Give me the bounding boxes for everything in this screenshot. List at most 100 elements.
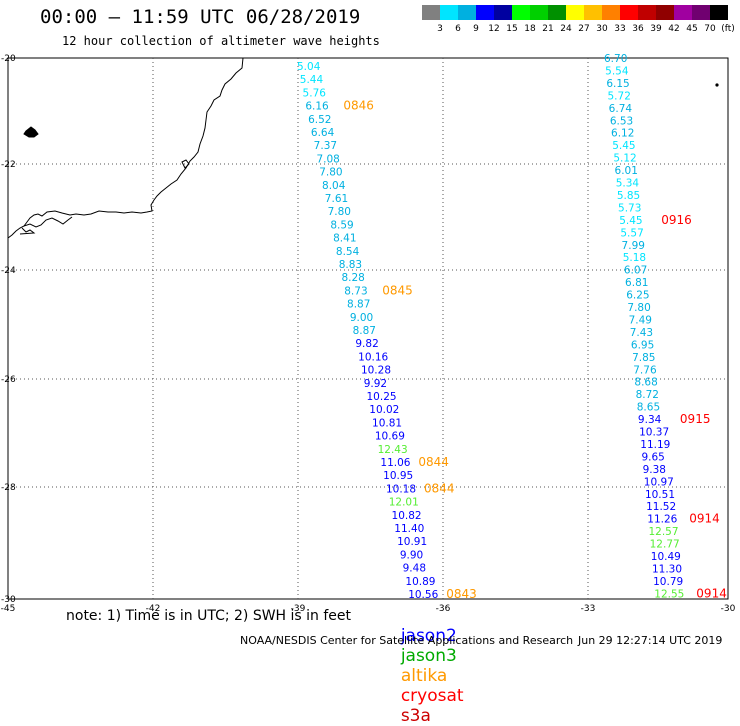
color-scale-label: 45 (686, 24, 697, 34)
swh-value-label: 7.80 (319, 167, 342, 179)
color-scale-label: 18 (524, 24, 536, 34)
swh-value-label: 8.73 (344, 285, 367, 297)
swh-value-label: 10.28 (361, 365, 391, 377)
color-scale-label: 36 (632, 24, 644, 34)
pass-time-label: 0846 (343, 99, 374, 113)
color-scale-label: 70 (704, 24, 716, 34)
mission-legend: jason2 jason3 altika cryosat s3a (390, 606, 472, 726)
island-shape (23, 126, 39, 138)
credit-text: NOAA/NESDIS Center for Satellite Applica… (240, 634, 574, 647)
swh-value-label: 6.52 (308, 114, 331, 126)
swh-value-label: 6.12 (611, 128, 634, 140)
swh-value-label: 7.61 (325, 193, 348, 205)
color-scale-label: 39 (650, 24, 662, 34)
pass-time-label: 0843 (446, 587, 477, 601)
swh-value-label: 12.01 (389, 497, 419, 509)
lon-tick-label: -42 (146, 604, 161, 614)
swh-value-label: 7.08 (316, 153, 339, 165)
swh-value-label: 8.87 (353, 325, 376, 337)
lat-tick-label: -28 (1, 483, 16, 493)
lat-tick-label: -24 (1, 266, 16, 276)
color-swatch (548, 5, 566, 20)
swh-value-label: 5.57 (620, 227, 643, 239)
swh-value-label: 11.19 (640, 439, 670, 451)
swh-value-label: 10.69 (375, 431, 405, 443)
swh-value-label: 6.74 (609, 103, 633, 115)
swh-value-label: 10.37 (639, 427, 669, 439)
color-scale-label: 6 (455, 24, 461, 34)
swh-value-label: 7.76 (633, 364, 657, 376)
mission-s3a: s3a (400, 706, 431, 726)
color-swatch (710, 5, 728, 20)
swh-value-label: 9.00 (350, 312, 373, 324)
map-frame (7, 57, 729, 600)
swh-value-label: 11.52 (646, 501, 676, 513)
swh-value-label: 6.81 (625, 277, 648, 289)
swh-value-label: 7.49 (629, 314, 652, 326)
color-scale-label: 24 (560, 24, 572, 34)
mission-jason3: jason3 (400, 646, 457, 666)
swh-value-label: 5.04 (297, 61, 321, 73)
color-swatch (638, 5, 656, 20)
color-scale-label: 42 (668, 24, 679, 34)
swh-value-label: 10.02 (369, 404, 399, 416)
swh-value-label: 8.83 (339, 259, 362, 271)
swh-value-label: 5.44 (300, 74, 324, 86)
swh-value-label: 10.81 (372, 417, 402, 429)
lat-tick-label: -26 (1, 375, 16, 385)
swh-value-label: 8.72 (636, 389, 659, 401)
swh-value-label: 5.85 (617, 190, 640, 202)
color-scale-label: 9 (473, 24, 479, 34)
swh-value-label: 7.85 (632, 352, 655, 364)
swh-value-label: 5.76 (303, 87, 327, 99)
swh-value-label: 10.91 (397, 536, 427, 548)
color-swatch (584, 5, 602, 20)
swh-value-label: 10.82 (392, 510, 422, 522)
swh-value-label: 7.80 (328, 206, 351, 218)
coastline-bay (23, 216, 73, 228)
swh-value-label: 9.65 (641, 451, 664, 463)
swh-value-label: 10.56 (408, 589, 438, 601)
swh-value-label: 8.54 (336, 246, 360, 258)
swh-value-label: 5.73 (618, 202, 641, 214)
swh-value-label: 9.34 (638, 414, 662, 426)
color-scale-label: 21 (542, 24, 553, 34)
swh-value-label: 5.18 (623, 252, 646, 264)
swh-value-label: 12.43 (378, 444, 408, 456)
swh-value-label: 5.72 (608, 90, 631, 102)
axis-tick-labels: -45 -42 -39 -36 -33 -30 -20 -22 -24 -26 -28 -30 (1, 54, 736, 614)
pass-time-label: 0916 (661, 213, 692, 227)
swh-value-label: 10.89 (405, 576, 435, 588)
swh-value-label: 8.04 (322, 180, 346, 192)
swh-value-label: 9.38 (643, 464, 666, 476)
lon-tick-label: -39 (291, 604, 306, 614)
color-swatch (566, 5, 584, 20)
swh-value-label: 7.80 (627, 302, 650, 314)
coastline-inlet (19, 227, 36, 235)
color-scale-label: 30 (596, 24, 608, 34)
swh-value-label: 7.99 (622, 240, 645, 252)
swh-value-label: 9.48 (403, 563, 426, 575)
swh-value-label: 6.53 (610, 115, 633, 127)
color-swatch (494, 5, 512, 20)
color-swatch (656, 5, 674, 20)
swh-value-label: 5.45 (619, 215, 642, 227)
color-swatch (476, 5, 494, 20)
generated-timestamp: Jun 29 12:27:14 UTC 2019 (578, 634, 723, 647)
swh-value-label: 8.59 (330, 219, 353, 231)
pass-time-label: 0915 (680, 412, 711, 426)
color-scale-label: 27 (578, 24, 589, 34)
swh-value-label: 10.49 (651, 551, 681, 563)
swh-value-label: 5.45 (612, 140, 635, 152)
swh-value-label: 5.12 (613, 153, 636, 165)
lat-tick-label: -22 (1, 160, 16, 170)
swh-value-label: 12.57 (648, 526, 678, 538)
swh-value-label: 5.34 (616, 178, 640, 190)
pass-time-label: 0844 (424, 481, 455, 495)
color-swatch (458, 5, 476, 20)
lat-tick-label: -30 (1, 595, 16, 605)
swh-value-label: 10.79 (653, 576, 683, 588)
mission-cryosat: cryosat (400, 686, 464, 706)
pass-time-label: 0914 (696, 586, 727, 600)
lon-tick-label: -45 (1, 604, 16, 614)
